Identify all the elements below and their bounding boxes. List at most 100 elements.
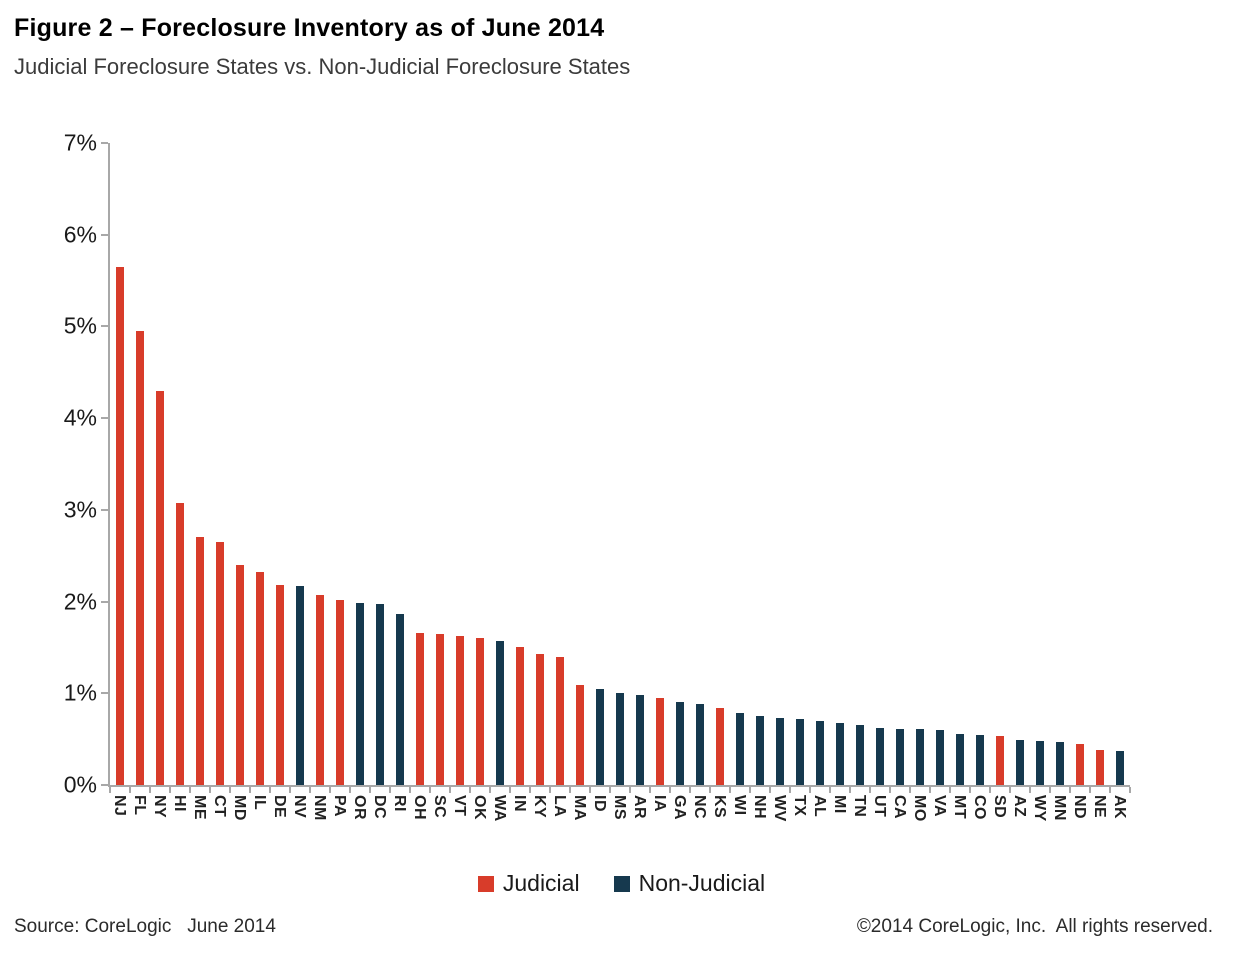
bar-UT	[876, 728, 884, 785]
y-axis-tick	[101, 142, 108, 144]
bar-WI	[736, 713, 744, 785]
x-axis-tick	[689, 787, 691, 793]
x-axis-label-KY: KY	[531, 795, 548, 819]
x-axis-tick	[629, 787, 631, 793]
bar-MO	[916, 729, 924, 785]
bar-WV	[776, 718, 784, 785]
x-axis-tick	[849, 787, 851, 793]
bar-SD	[996, 736, 1004, 785]
bar-SC	[436, 634, 444, 785]
x-axis-label-TX: TX	[791, 795, 808, 817]
x-axis-label-AK: AK	[1111, 795, 1128, 820]
x-axis-tick	[289, 787, 291, 793]
y-axis-tick	[101, 508, 108, 511]
x-axis-label-KS: KS	[711, 795, 728, 819]
x-axis-tick	[949, 787, 951, 793]
bar-ND	[1076, 744, 1084, 785]
x-axis-tick	[149, 787, 151, 793]
x-axis-label-MD: MD	[231, 795, 248, 821]
x-axis-label-IL: IL	[251, 795, 268, 811]
x-axis-label-NH: NH	[751, 795, 768, 820]
x-axis-tick	[349, 787, 351, 793]
x-axis-tick	[769, 787, 771, 793]
x-axis-tick	[449, 787, 451, 793]
x-axis-tick	[1089, 787, 1091, 793]
x-axis-tick	[749, 787, 751, 793]
x-axis-label-OR: OR	[351, 795, 368, 820]
bar-PA	[336, 600, 344, 785]
judicial-swatch-icon	[477, 875, 494, 892]
bar-IN	[516, 647, 524, 785]
bar-NH	[756, 716, 764, 785]
x-axis-label-DC: DC	[371, 795, 388, 820]
legend-label-non-judicial: Non-Judicial	[638, 870, 766, 896]
x-axis-label-TN: TN	[851, 795, 868, 818]
x-axis-tick	[409, 787, 411, 793]
x-axis-label-UT: UT	[871, 795, 888, 818]
y-axis-label-6: 6%	[63, 221, 97, 248]
chart-subtitle: Judicial Foreclosure States vs. Non-Judi…	[14, 54, 631, 79]
x-axis-label-WA: WA	[491, 795, 508, 822]
y-axis-label-3: 3%	[63, 496, 97, 523]
bar-MS	[616, 693, 624, 785]
bar-MA	[576, 685, 584, 785]
bar-CO	[976, 735, 984, 785]
x-axis-label-SD: SD	[991, 795, 1008, 819]
bar-IA	[656, 698, 664, 785]
x-axis-label-NC: NC	[691, 795, 708, 820]
x-axis-label-HI: HI	[171, 795, 188, 812]
x-axis-label-WV: WV	[771, 795, 788, 822]
bar-MN	[1056, 742, 1064, 785]
x-axis-label-NE: NE	[1091, 795, 1108, 819]
x-axis-tick	[469, 787, 471, 793]
x-axis-tick	[609, 787, 611, 793]
y-axis-label-4: 4%	[63, 404, 97, 431]
x-axis-label-ME: ME	[191, 795, 208, 820]
bar-AL	[816, 721, 824, 785]
x-axis-label-MS: MS	[611, 795, 628, 820]
bar-HI	[176, 503, 184, 785]
x-axis-tick	[329, 787, 331, 793]
x-axis-label-WY: WY	[1031, 795, 1048, 822]
x-axis-tick	[369, 787, 371, 793]
x-axis-label-DE: DE	[271, 795, 288, 819]
bar-ID	[596, 689, 604, 785]
x-axis-label-AZ: AZ	[1011, 795, 1028, 818]
y-axis-label-5: 5%	[63, 312, 97, 339]
x-axis-tick	[1129, 787, 1131, 793]
y-axis-tick	[101, 325, 108, 328]
x-axis-tick	[229, 787, 231, 793]
x-axis-label-GA: GA	[671, 795, 688, 820]
copyright-text: ©2014 CoreLogic, Inc. All rights reserve…	[856, 916, 1213, 937]
x-axis-label-ID: ID	[591, 795, 608, 812]
bar-NM	[316, 595, 324, 785]
bar-GA	[676, 702, 684, 785]
x-axis-tick	[489, 787, 491, 793]
bar-CT	[216, 542, 224, 785]
bar-DC	[376, 604, 384, 785]
bar-IL	[256, 572, 264, 785]
bar-NJ	[116, 267, 124, 785]
bar-VA	[936, 730, 944, 785]
bar-AR	[636, 695, 644, 785]
bar-ME	[196, 537, 204, 785]
x-axis-tick	[169, 787, 171, 793]
x-axis-label-VT: VT	[451, 795, 468, 817]
bar-FL	[136, 331, 144, 785]
x-axis-tick	[789, 787, 791, 793]
bar-WY	[1036, 741, 1044, 785]
x-axis-tick	[109, 787, 111, 793]
x-axis-label-AL: AL	[811, 795, 828, 818]
x-axis-tick	[809, 787, 811, 793]
x-axis-tick	[189, 787, 191, 793]
x-axis-label-SC: SC	[431, 795, 448, 819]
legend-item-judicial: Judicial	[477, 870, 580, 897]
bar-NE	[1096, 750, 1104, 785]
bar-NV	[296, 586, 304, 785]
chart-title: Figure 2 – Foreclosure Inventory as of J…	[14, 14, 605, 42]
non-judicial-swatch-icon	[613, 875, 630, 892]
x-axis-tick	[509, 787, 511, 793]
x-axis-tick	[709, 787, 711, 793]
y-axis-label-1: 1%	[63, 679, 97, 706]
x-axis-label-NY: NY	[151, 795, 168, 819]
